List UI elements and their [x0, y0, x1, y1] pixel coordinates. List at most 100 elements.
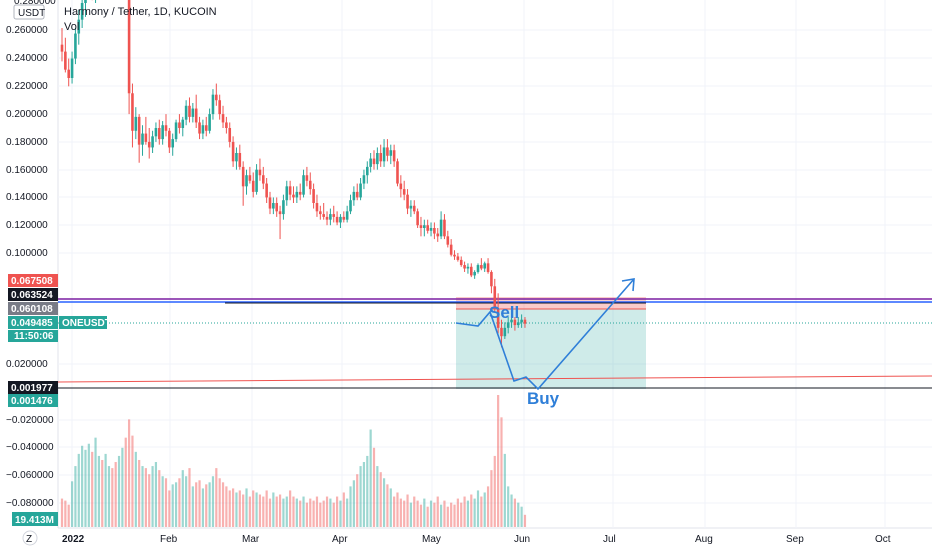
candle-body — [436, 233, 440, 237]
candle-body — [459, 259, 463, 266]
candle-body — [443, 219, 446, 237]
volume-bar — [349, 486, 352, 527]
volume-bar — [356, 474, 359, 527]
volume-bar — [104, 453, 107, 527]
price-tick-label: 0.200000 — [6, 109, 48, 120]
volume-bar — [517, 502, 520, 527]
candle-body — [74, 33, 77, 59]
candle-body — [339, 216, 342, 223]
candle-body — [188, 105, 191, 117]
volume-bar — [151, 466, 154, 527]
volume-bar — [164, 478, 168, 527]
candle-body — [493, 286, 497, 310]
price-badge-text: 0.063524 — [11, 290, 53, 301]
candle-body — [80, 3, 84, 20]
candle-body — [486, 263, 490, 272]
time-tick-label: Aug — [695, 534, 713, 545]
price-tick-label: −0.060000 — [6, 470, 54, 481]
sell-annotation[interactable]: Sell — [489, 303, 519, 322]
candle-body — [389, 150, 393, 156]
volume-bar — [201, 488, 205, 527]
volume-bar — [144, 468, 147, 527]
candle-body — [137, 116, 141, 145]
candle-body — [245, 175, 248, 187]
volume-label: Vol — [64, 21, 79, 33]
volume-bar — [191, 486, 194, 527]
grid — [58, 0, 932, 528]
volume-bar — [450, 502, 453, 527]
arrow-head-icon — [621, 278, 635, 292]
volume-bar — [389, 488, 392, 527]
volume-bar — [423, 498, 426, 527]
volume-bar — [255, 492, 258, 527]
volume-bar — [268, 498, 272, 527]
candle-body — [204, 125, 208, 131]
price-badge — [8, 288, 58, 301]
volume-bar — [500, 417, 503, 527]
candle-body — [399, 183, 403, 190]
candle-body — [345, 211, 349, 220]
price-tick-label: −0.020000 — [6, 415, 54, 426]
volume-bar — [446, 506, 449, 527]
volume-bar — [195, 482, 198, 527]
candle-body — [161, 125, 164, 140]
candle-body — [372, 158, 376, 165]
buy-annotation[interactable]: Buy — [527, 389, 560, 408]
volume-bar — [396, 492, 399, 527]
candle-body — [412, 205, 416, 212]
volume-bar — [403, 500, 406, 527]
candle-body — [218, 100, 221, 115]
volume-bar — [295, 498, 298, 527]
candle-body — [352, 191, 356, 201]
candle-body — [194, 108, 198, 123]
volume-bar — [497, 395, 500, 527]
price-tick-label: 0.240000 — [6, 53, 48, 64]
price-tick-label: 0.160000 — [6, 165, 48, 176]
candle-body — [147, 141, 151, 148]
volume-bar — [292, 496, 295, 527]
volume-bar — [305, 502, 309, 527]
volume-bar — [117, 455, 121, 527]
candle-body — [349, 200, 352, 212]
volume-bar — [419, 504, 423, 527]
volume-badge — [12, 512, 58, 526]
candle-body — [258, 169, 262, 176]
currency-badge[interactable] — [13, 4, 45, 20]
projection-path[interactable] — [455, 278, 635, 391]
candle-body — [386, 147, 389, 156]
volume-bar — [64, 500, 67, 527]
z-icon[interactable] — [22, 530, 38, 546]
volume-bar — [218, 478, 221, 527]
volume-bar — [60, 498, 64, 527]
volume-bar — [463, 496, 466, 527]
volume-bar — [503, 453, 506, 527]
price-badge — [8, 302, 58, 315]
candle-body — [433, 228, 436, 234]
volume-bar — [413, 496, 416, 527]
candle-body — [416, 211, 419, 226]
take-profit-zone[interactable] — [456, 309, 646, 389]
volume-bar — [111, 468, 114, 527]
volume-bar — [319, 502, 322, 527]
volume-bar — [272, 492, 275, 527]
trend-line-red[interactable] — [57, 375, 932, 383]
volume-bar — [84, 449, 87, 527]
candle-body — [376, 153, 379, 165]
price-tick-label: 0.220000 — [6, 81, 48, 92]
volume-bar — [329, 498, 332, 527]
volume-bar — [309, 498, 312, 527]
candle-body — [342, 216, 346, 220]
candle-body — [248, 175, 252, 181]
candle-body — [426, 225, 429, 231]
candle-body — [419, 225, 423, 228]
candle-body — [238, 153, 242, 167]
time-tick-label: 2022 — [62, 534, 85, 545]
candle-body — [302, 175, 305, 195]
candle-body — [449, 244, 453, 255]
candle-body — [506, 322, 510, 328]
candle-body — [480, 265, 483, 269]
volume-bar — [416, 500, 419, 527]
price-badge-text: 0.049485 — [11, 318, 53, 329]
volume-bars — [60, 395, 527, 527]
